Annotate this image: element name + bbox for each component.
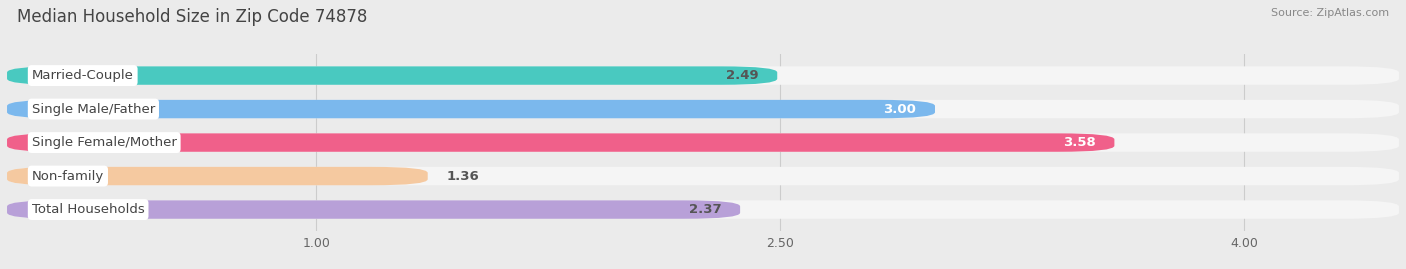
Text: Median Household Size in Zip Code 74878: Median Household Size in Zip Code 74878 (17, 8, 367, 26)
Text: Single Female/Mother: Single Female/Mother (32, 136, 177, 149)
Text: Married-Couple: Married-Couple (32, 69, 134, 82)
FancyBboxPatch shape (7, 66, 1399, 85)
Text: Single Male/Father: Single Male/Father (32, 102, 155, 116)
FancyBboxPatch shape (7, 200, 1399, 219)
Text: 3.00: 3.00 (883, 102, 917, 116)
FancyBboxPatch shape (7, 100, 935, 118)
FancyBboxPatch shape (7, 100, 1399, 118)
FancyBboxPatch shape (7, 167, 427, 185)
Text: Total Households: Total Households (32, 203, 145, 216)
FancyBboxPatch shape (7, 66, 778, 85)
Text: 2.49: 2.49 (725, 69, 759, 82)
Text: Non-family: Non-family (32, 169, 104, 183)
Text: 3.58: 3.58 (1063, 136, 1095, 149)
FancyBboxPatch shape (7, 133, 1115, 152)
FancyBboxPatch shape (7, 133, 1399, 152)
FancyBboxPatch shape (7, 167, 1399, 185)
Text: 2.37: 2.37 (689, 203, 721, 216)
Text: 1.36: 1.36 (446, 169, 479, 183)
Text: Source: ZipAtlas.com: Source: ZipAtlas.com (1271, 8, 1389, 18)
FancyBboxPatch shape (7, 200, 740, 219)
